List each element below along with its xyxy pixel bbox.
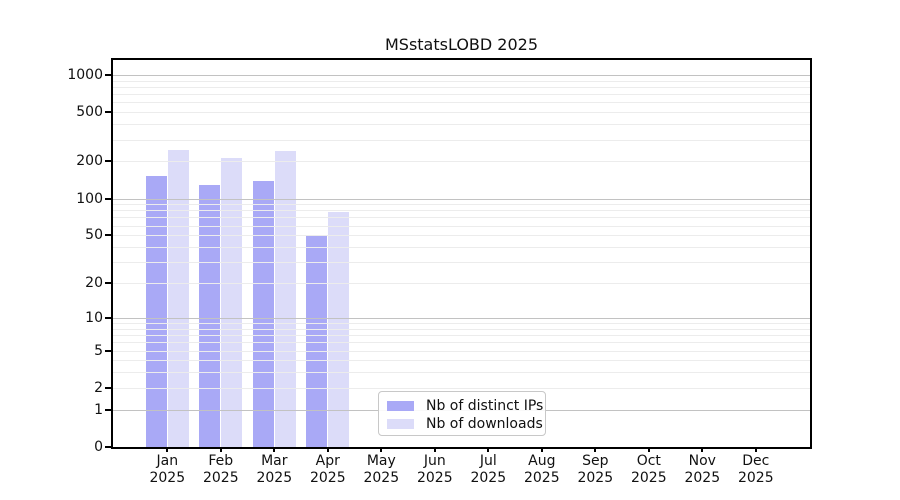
bar-ips-apr: [306, 236, 328, 447]
legend-swatch-downloads: [387, 419, 414, 429]
xtick-label-sep: Sep 2025: [577, 453, 614, 486]
ytick-label-0: 0: [94, 439, 103, 455]
xtick-mark-may: [380, 447, 383, 452]
gridline-minor-600: [113, 102, 810, 104]
legend-swatch-ips: [387, 401, 414, 411]
ytick-mark-50: [105, 234, 111, 237]
xtick-label-oct: Oct 2025: [630, 453, 667, 486]
ytick-mark-200: [105, 160, 111, 163]
legend-label-downloads: Nb of downloads: [426, 416, 543, 432]
gridline-minor-800: [113, 86, 810, 88]
bar-ips-jan: [145, 176, 167, 447]
ytick-label-2: 2: [94, 379, 103, 396]
xtick-mark-dec: [754, 447, 757, 452]
gridline-minor-900: [113, 80, 810, 82]
ytick-label-1000: 1000: [67, 66, 103, 83]
xtick-label-may: May 2025: [363, 453, 400, 486]
ytick-label-10: 10: [85, 309, 103, 326]
xtick-label-feb: Feb 2025: [202, 453, 239, 486]
legend: Nb of distinct IPs Nb of downloads: [378, 391, 546, 436]
xtick-mark-jan: [166, 447, 169, 452]
ytick-mark-0: [105, 446, 111, 448]
xtick-label-dec: Dec 2025: [737, 453, 774, 486]
xtick-mark-aug: [540, 447, 543, 452]
ytick-label-50: 50: [85, 227, 103, 244]
xtick-mark-oct: [647, 447, 650, 452]
xtick-mark-feb: [219, 447, 222, 452]
gridline-minor-500: [113, 112, 810, 114]
ytick-mark-500: [105, 111, 111, 114]
xtick-mark-nov: [701, 447, 704, 452]
gridline-minor-200: [113, 161, 810, 163]
bar-downloads-jan: [167, 149, 189, 447]
ytick-mark-100: [105, 197, 111, 200]
ytick-mark-20: [105, 282, 111, 284]
ytick-label-500: 500: [76, 104, 103, 121]
ytick-label-200: 200: [76, 153, 103, 170]
ytick-mark-1: [105, 408, 111, 411]
ytick-mark-1000: [105, 73, 111, 76]
xtick-mark-jun: [433, 447, 436, 452]
xtick-mark-apr: [326, 447, 329, 452]
bar-downloads-mar: [274, 150, 296, 447]
gridline-minor-400: [113, 124, 810, 126]
legend-row-downloads: Nb of downloads: [379, 416, 545, 432]
bar-downloads-feb: [221, 158, 243, 447]
gridline-minor-700: [113, 94, 810, 96]
ytick-label-5: 5: [94, 342, 103, 359]
bar-ips-mar: [252, 181, 274, 447]
xtick-label-aug: Aug 2025: [523, 453, 560, 486]
xtick-mark-mar: [273, 447, 276, 452]
xtick-mark-jul: [487, 447, 490, 452]
bar-downloads-apr: [328, 212, 350, 447]
ytick-label-1: 1: [94, 401, 103, 418]
gridline-major-1000: [113, 74, 810, 76]
gridline-minor-300: [113, 139, 810, 141]
legend-row-ips: Nb of distinct IPs: [379, 398, 545, 414]
bar-ips-feb: [199, 185, 221, 447]
xtick-label-jan: Jan 2025: [149, 453, 186, 486]
xtick-label-nov: Nov 2025: [684, 453, 721, 486]
chart-title: MSstatsLOBD 2025: [384, 35, 539, 54]
legend-label-ips: Nb of distinct IPs: [426, 398, 544, 414]
ytick-mark-2: [105, 386, 111, 389]
xtick-label-jul: Jul 2025: [470, 453, 507, 486]
ytick-mark-10: [105, 316, 111, 319]
plot-area: [111, 58, 812, 449]
xtick-label-apr: Apr 2025: [309, 453, 346, 486]
xtick-label-jun: Jun 2025: [416, 453, 453, 486]
ytick-label-100: 100: [76, 190, 103, 207]
ytick-mark-5: [105, 349, 111, 352]
ytick-label-20: 20: [85, 275, 103, 291]
xtick-mark-sep: [594, 447, 597, 452]
xtick-label-mar: Mar 2025: [256, 453, 293, 486]
